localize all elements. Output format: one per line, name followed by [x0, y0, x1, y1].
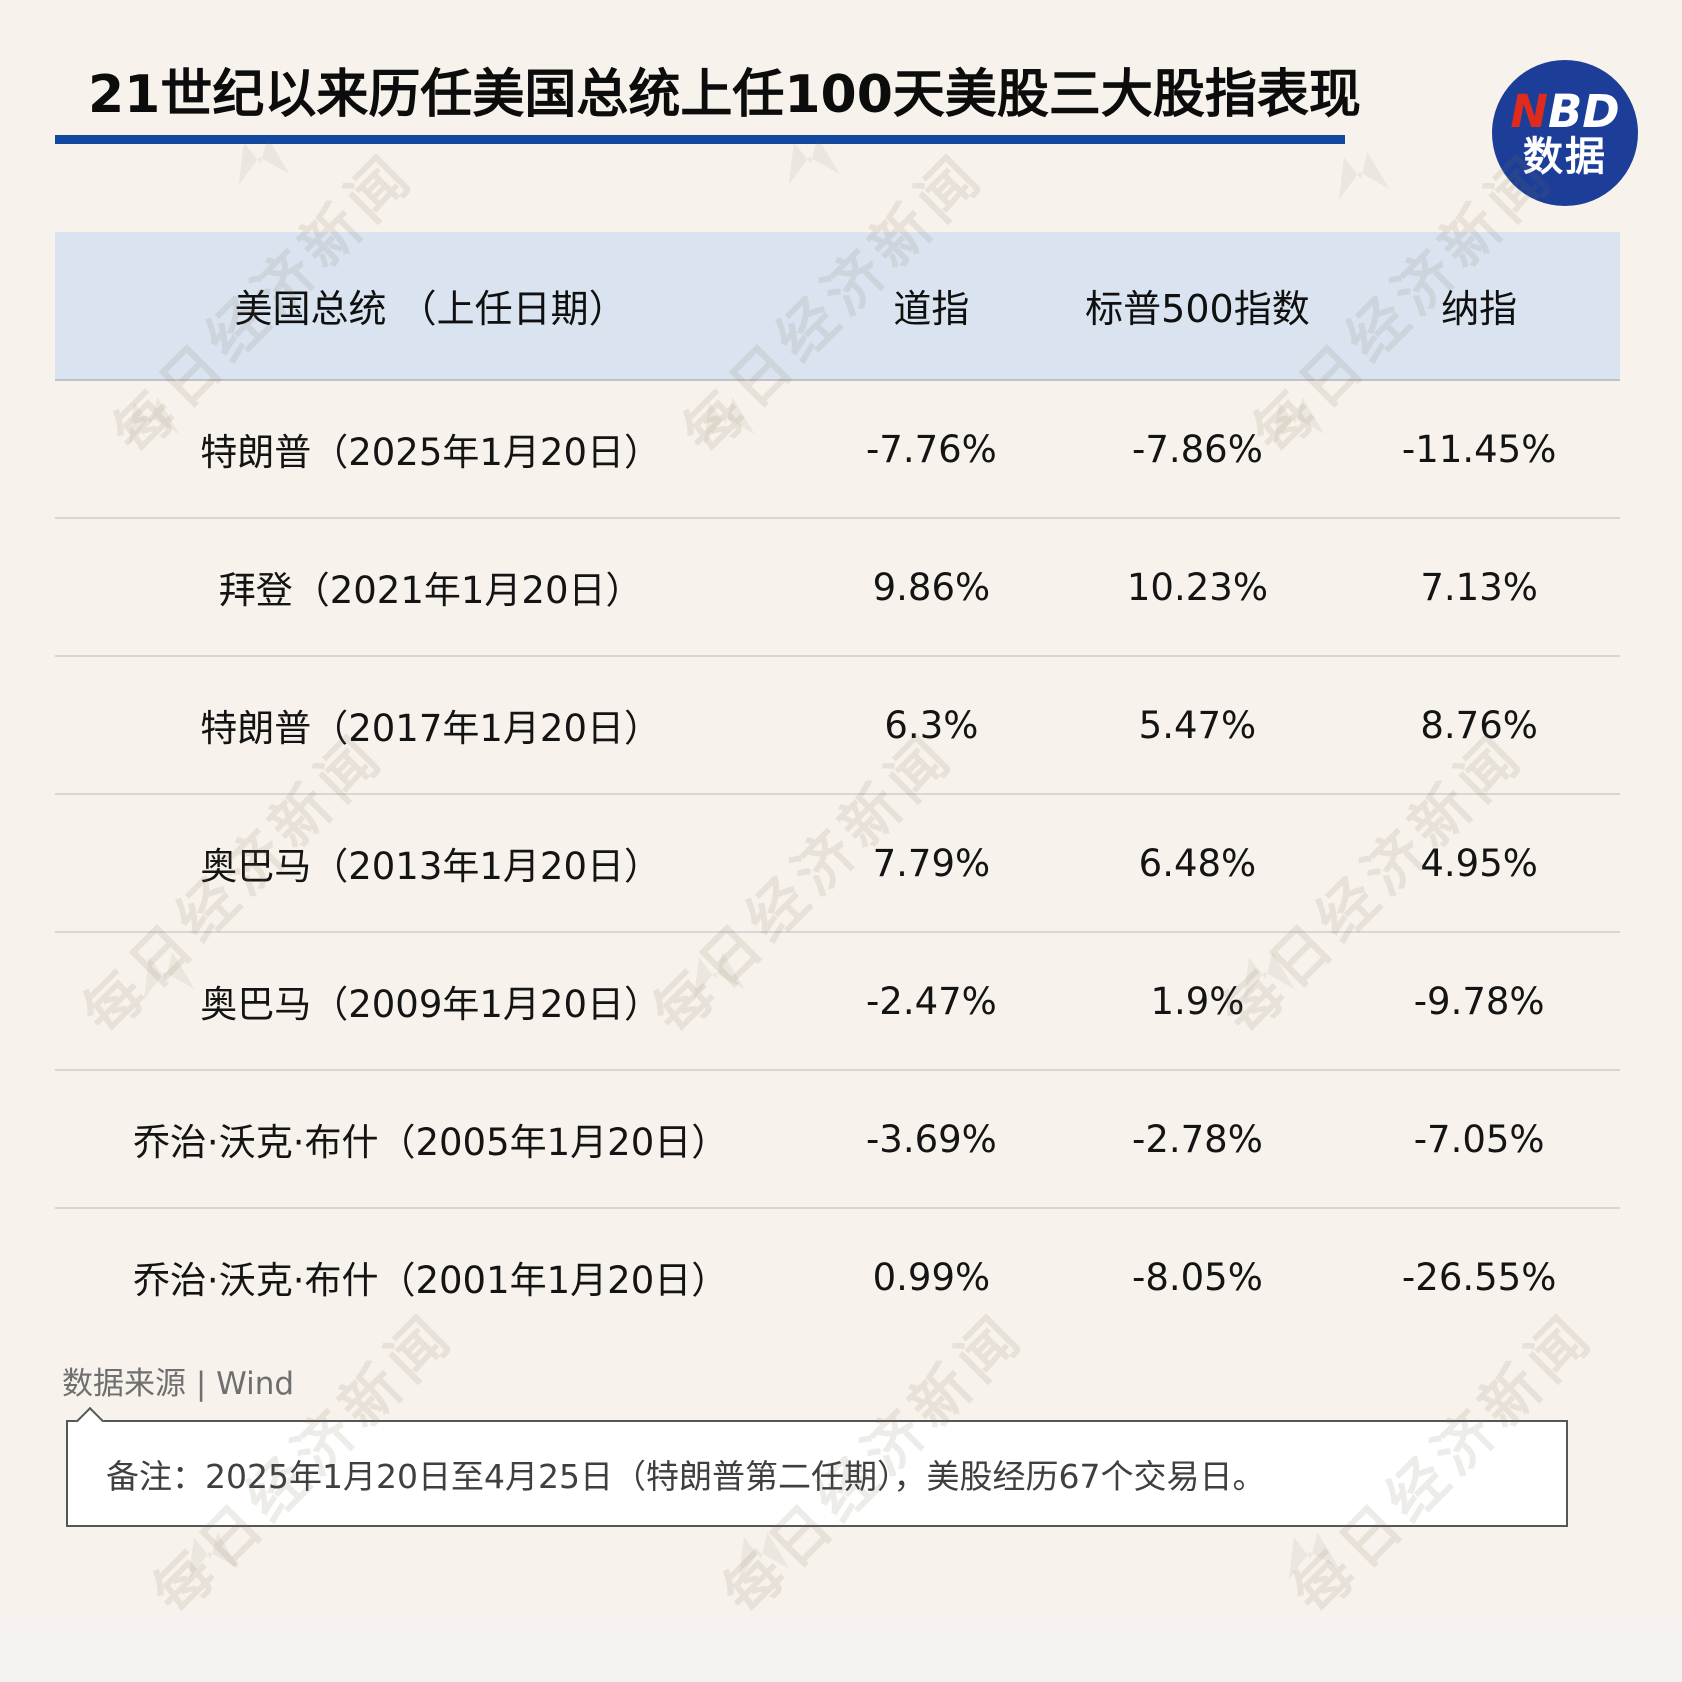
- nbd-logo: NBD 数据: [1492, 60, 1638, 206]
- bottom-strip: [0, 1617, 1682, 1682]
- nasdaq-cell: -7.05%: [1338, 1069, 1620, 1208]
- table-row: 拜登（2021年1月20日） 9.86% 10.23% 7.13%: [55, 517, 1620, 656]
- dow-cell: -2.47%: [806, 931, 1057, 1070]
- watermark-logo-icon: [1274, 1520, 1347, 1590]
- dow-cell: -7.76%: [865, 427, 997, 471]
- watermark-logo-icon: [174, 1520, 247, 1590]
- nbd-logo-letters-bd: BD: [1548, 85, 1620, 139]
- nbd-logo-subtext: 数据: [1523, 133, 1607, 180]
- indices-table: 美国总统 （上任日期） 道指 标普500指数 纳指 特朗普（2025年1月20日…: [55, 232, 1620, 1345]
- nasdaq-cell: -9.78%: [1338, 931, 1620, 1070]
- president-cell: 拜登（2021年1月20日）: [55, 517, 807, 656]
- note-box-tail: [75, 1406, 105, 1436]
- table-row: 特朗普（2025年1月20日） -7.76% -7.86% -11.45%: [55, 380, 1620, 518]
- nbd-logo-text: NBD: [1510, 88, 1619, 135]
- table-row: 奥巴马（2013年1月20日） 7.79% 6.48% 4.95%: [55, 793, 1620, 932]
- table-row: 乔治·沃克·布什（2005年1月20日） -3.69% -2.78% -7.05%: [55, 1069, 1620, 1208]
- column-header-president: 美国总统 （上任日期）: [55, 232, 807, 381]
- president-cell: 乔治·沃克·布什（2001年1月20日）: [55, 1207, 807, 1345]
- header-row: 美国总统 （上任日期） 道指 标普500指数 纳指: [55, 232, 1620, 381]
- dow-cell: 7.79%: [806, 793, 1057, 932]
- sp500-cell: -2.78%: [1056, 1069, 1339, 1208]
- title-underline: [55, 135, 1345, 144]
- sp500-cell: -7.86%: [1131, 427, 1263, 471]
- president-cell: 奥巴马（2009年1月20日）: [55, 931, 807, 1070]
- dow-cell: 9.86%: [806, 517, 1057, 656]
- column-header-nasdaq: 纳指: [1338, 232, 1620, 381]
- nasdaq-cell: -26.55%: [1338, 1207, 1620, 1345]
- dow-cell: 0.99%: [806, 1207, 1057, 1345]
- watermark-logo-icon: [724, 1520, 797, 1590]
- nbd-logo-letter-n: N: [1510, 85, 1548, 139]
- table-body: 特朗普（2025年1月20日） -7.76% -7.86% -11.45% 拜登（202…: [55, 380, 1620, 1345]
- page-title: 21世纪以来历任美国总统上任100天美股三大股指表现: [88, 65, 1361, 125]
- note-text: 备注：2025年1月20日至4月25日（特朗普第二任期），美股经历67个交易日。: [106, 1456, 1266, 1496]
- dow-cell: -3.69%: [806, 1069, 1057, 1208]
- sp500-cell: -8.05%: [1056, 1207, 1339, 1345]
- sp500-cell: 1.9%: [1056, 931, 1339, 1070]
- note-box: 备注：2025年1月20日至4月25日（特朗普第二任期），美股经历67个交易日。: [66, 1406, 1568, 1527]
- table-row: 乔治·沃克·布什（2001年1月20日） 0.99% -8.05% -26.55%: [55, 1207, 1620, 1345]
- nasdaq-cell: 7.13%: [1338, 517, 1620, 656]
- sp500-cell: 10.23%: [1056, 517, 1339, 656]
- table-header: 美国总统 （上任日期） 道指 标普500指数 纳指: [55, 232, 1620, 381]
- president-cell: 特朗普（2017年1月20日）: [55, 655, 807, 794]
- dow-cell: 6.3%: [806, 655, 1057, 794]
- column-header-sp500: 标普500指数: [1056, 232, 1339, 381]
- table-row: 特朗普（2017年1月20日） 6.3% 5.47% 8.76%: [55, 655, 1620, 794]
- column-header-dow: 道指: [806, 232, 1057, 381]
- nasdaq-cell: -11.45%: [1401, 427, 1557, 471]
- president-cell: 乔治·沃克·布什（2005年1月20日）: [55, 1069, 807, 1208]
- nasdaq-cell: 4.95%: [1338, 793, 1620, 932]
- sp500-cell: 5.47%: [1056, 655, 1339, 794]
- president-cell: 特朗普（2025年1月20日）: [200, 431, 661, 474]
- watermark-logo-icon: [1324, 140, 1397, 210]
- table-row: 奥巴马（2009年1月20日） -2.47% 1.9% -9.78%: [55, 931, 1620, 1070]
- nasdaq-cell: 8.76%: [1338, 655, 1620, 794]
- data-source: 数据来源 | Wind: [62, 1366, 295, 1402]
- sp500-cell: 6.48%: [1056, 793, 1339, 932]
- president-cell: 奥巴马（2013年1月20日）: [55, 793, 807, 932]
